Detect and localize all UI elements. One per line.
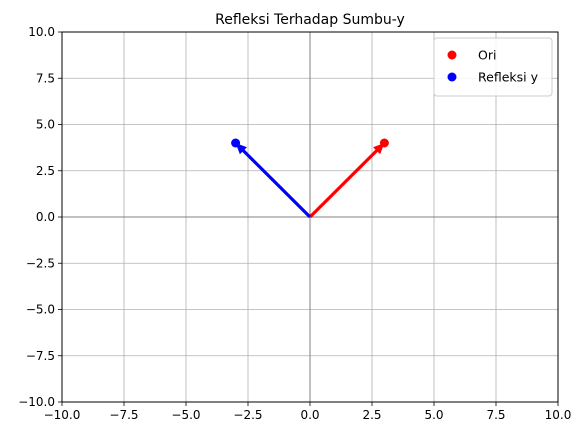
y-tick-label: 10.0: [28, 25, 55, 39]
legend-label: Refleksi y: [478, 70, 539, 85]
x-tick-label: −7.5: [109, 408, 138, 422]
data-point: [379, 138, 389, 148]
legend-label: Ori: [478, 48, 496, 63]
x-tick-label: −5.0: [171, 408, 200, 422]
x-tick-label: 10.0: [545, 408, 572, 422]
x-tick-label: 0.0: [300, 408, 319, 422]
y-tick-label: −5.0: [26, 303, 55, 317]
data-points: [231, 138, 389, 148]
y-tick-label: −10.0: [18, 395, 55, 409]
legend-marker: [447, 72, 457, 82]
chart-title: Refleksi Terhadap Sumbu-y: [215, 12, 405, 28]
y-tick-label: 0.0: [36, 210, 55, 224]
x-tick-label: 2.5: [362, 408, 381, 422]
legend-box: [433, 37, 553, 97]
data-point: [231, 138, 241, 148]
vector-shaft: [308, 148, 379, 219]
y-tick-label: 7.5: [36, 71, 55, 85]
y-tick-label: −2.5: [26, 256, 55, 270]
y-tick-label: 2.5: [36, 164, 55, 178]
vector-shaft: [241, 148, 312, 219]
y-tick-label: 5.0: [36, 118, 55, 132]
legend: Ori Refleksi y: [433, 37, 553, 97]
x-axis-ticks: −10.0 −7.5 −5.0 −2.5 0.0 2.5 5.0 7.5 10.0: [44, 402, 572, 422]
x-tick-label: 7.5: [486, 408, 505, 422]
y-tick-label: −7.5: [26, 349, 55, 363]
x-tick-label: −2.5: [233, 408, 262, 422]
x-tick-label: −10.0: [44, 408, 81, 422]
legend-marker: [447, 50, 457, 60]
x-tick-label: 5.0: [424, 408, 443, 422]
y-axis-ticks: −10.0 −7.5 −5.0 −2.5 0.0 2.5 5.0 7.5 10.0: [18, 25, 62, 409]
